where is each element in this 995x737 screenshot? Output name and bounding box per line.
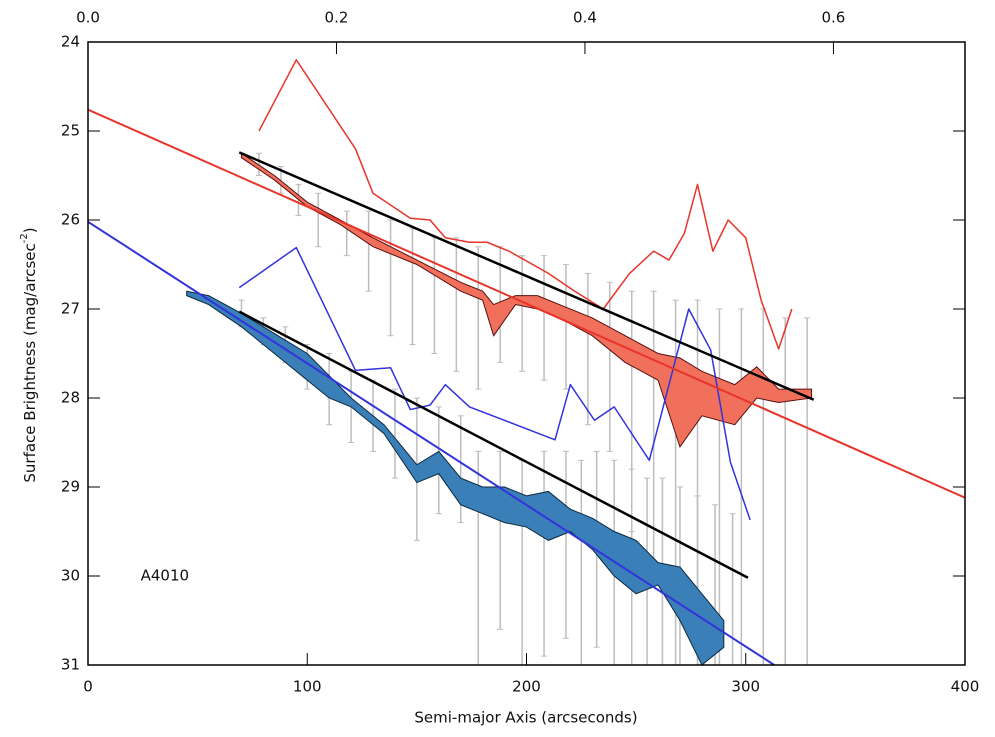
y-axis-label: Surface Brightness (mag/arcsec-2) xyxy=(19,227,39,482)
x2-tick-label: 0.0 xyxy=(76,9,100,27)
x2-tick-label: 0.6 xyxy=(822,9,846,27)
y-label-text: Surface Brightness (mag/arcsec xyxy=(21,243,39,482)
x-tick-label: 300 xyxy=(731,678,760,696)
line xyxy=(88,108,965,499)
line xyxy=(258,59,793,350)
y-tick-label: 24 xyxy=(61,33,80,51)
y-tick-label: 27 xyxy=(61,300,80,318)
x-tick-label: 400 xyxy=(951,678,980,696)
x-tick-label: 0 xyxy=(83,678,93,696)
y-tick-label: 28 xyxy=(61,389,80,407)
x-tick-label: 100 xyxy=(293,678,322,696)
band xyxy=(186,290,725,665)
y-tick-label: 26 xyxy=(61,211,80,229)
annotation: A4010 xyxy=(141,567,189,585)
line xyxy=(238,310,749,579)
x2-tick-label: 0.2 xyxy=(325,9,349,27)
line xyxy=(238,246,751,521)
x2-tick-label: 0.4 xyxy=(573,9,597,27)
axes: 0 100 200 300 400 0.0 0.2 0.4 0.6 24 25 26 27 28 29 30 3… xyxy=(61,9,979,696)
line xyxy=(88,220,775,665)
line xyxy=(238,151,815,401)
y-tick-label: 29 xyxy=(61,478,80,496)
y-label-end: ) xyxy=(21,227,39,233)
y-label-sup: -2 xyxy=(19,233,30,243)
y-tick-label: 25 xyxy=(61,122,80,140)
plot-area xyxy=(88,59,965,665)
x-axis-label: Semi-major Axis (arcseconds) xyxy=(414,709,637,727)
x-tick-label: 200 xyxy=(512,678,541,696)
y-tick-label: 30 xyxy=(61,567,80,585)
y-tick-label: 31 xyxy=(61,656,80,674)
